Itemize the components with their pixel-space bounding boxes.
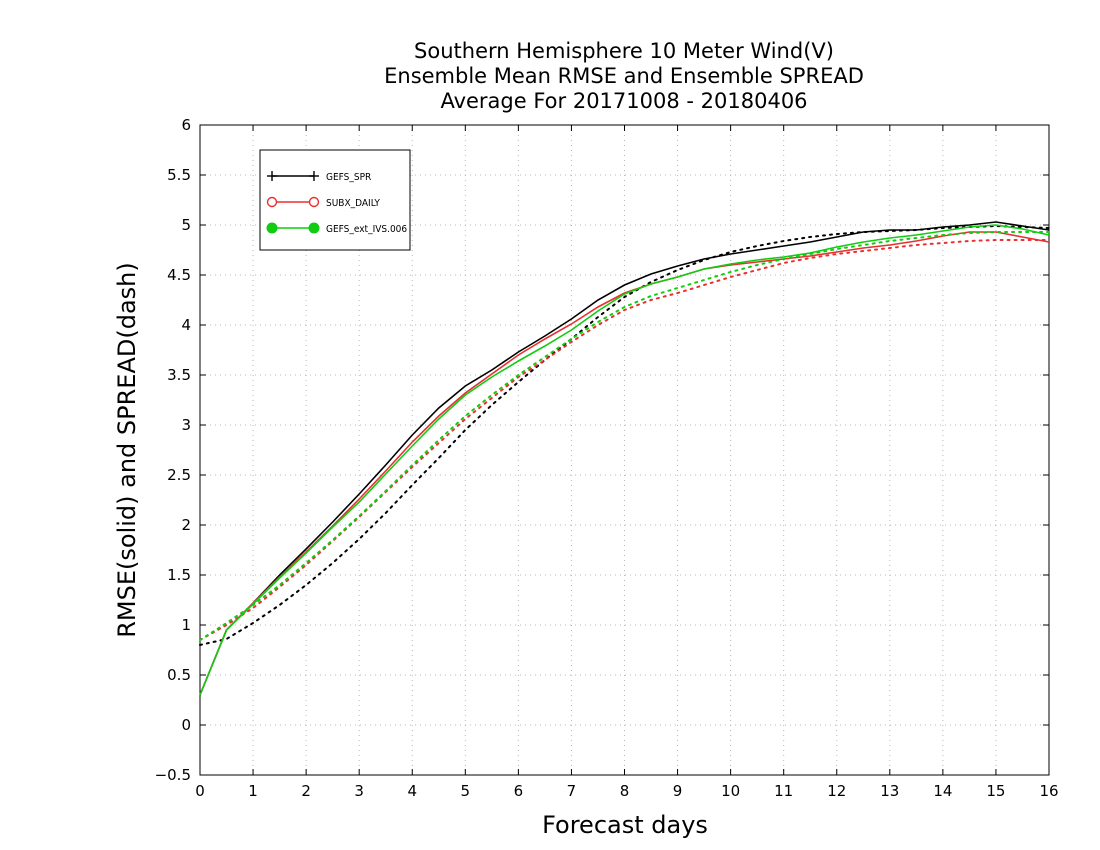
legend-marker <box>308 222 320 234</box>
series-SUBX_DAILY <box>199 231 1050 696</box>
y-tick-label: 0 <box>181 716 191 734</box>
grid <box>200 125 1049 775</box>
series-layer <box>199 221 1050 696</box>
x-tick-label: 8 <box>620 782 630 800</box>
legend-marker <box>266 196 278 208</box>
x-tick-label: 15 <box>986 782 1005 800</box>
rmse-line <box>199 231 1050 696</box>
title-line-1: Southern Hemisphere 10 Meter Wind(V) <box>414 39 834 63</box>
y-tick-label: 4 <box>181 316 191 334</box>
y-tick-label: 1.5 <box>167 566 191 584</box>
rmse-line <box>199 221 1050 696</box>
axes: 0 1 2 3 4 5 6 7 8 9 10 11 12 13 14 15 16−0.500.511.522.5… <box>155 116 1059 800</box>
x-tick-label: 6 <box>514 782 524 800</box>
x-tick-label: 2 <box>301 782 311 800</box>
legend-label: GEFS_SPR <box>326 172 371 183</box>
legend-marker <box>308 196 320 208</box>
legend-label: SUBX_DAILY <box>326 198 380 209</box>
y-tick-label: 5 <box>181 216 191 234</box>
rmse-line <box>199 224 1050 696</box>
spread-line <box>199 231 1050 641</box>
y-tick-label: 2.5 <box>167 466 191 484</box>
x-tick-label: 10 <box>721 782 740 800</box>
x-tick-label: 9 <box>673 782 683 800</box>
chart-title: Southern Hemisphere 10 Meter Wind(V) Ens… <box>384 39 864 113</box>
spread-line <box>199 239 1050 641</box>
legend-item: SUBX_DAILY <box>266 196 380 209</box>
x-tick-label: 13 <box>880 782 899 800</box>
series-GEFS_ext_IVS.006 <box>199 224 1050 696</box>
legend-label: GEFS_ext_IVS.006 <box>326 224 407 235</box>
y-tick-label: 5.5 <box>167 166 191 184</box>
y-tick-label: 1 <box>181 616 191 634</box>
y-axis-title: RMSE(solid) and SPREAD(dash) <box>113 262 141 638</box>
x-axis-title: Forecast days <box>542 811 708 839</box>
legend-marker <box>266 222 278 234</box>
x-tick-label: 14 <box>933 782 952 800</box>
y-tick-label: 6 <box>181 116 191 134</box>
y-tick-label: 3 <box>181 416 191 434</box>
x-tick-label: 12 <box>827 782 846 800</box>
title-line-2: Ensemble Mean RMSE and Ensemble SPREAD <box>384 64 864 88</box>
x-tick-label: 16 <box>1039 782 1058 800</box>
y-tick-label: −0.5 <box>155 766 191 784</box>
x-tick-label: 3 <box>354 782 364 800</box>
x-tick-label: 5 <box>461 782 471 800</box>
y-tick-label: 2 <box>181 516 191 534</box>
y-tick-label: 0.5 <box>167 666 191 684</box>
x-tick-label: 7 <box>567 782 577 800</box>
legend: GEFS_SPR SUBX_DAILY GEFS_ext_IVS.006 <box>259 149 411 251</box>
title-line-3: Average For 20171008 - 20180406 <box>440 89 807 113</box>
x-tick-label: 0 <box>195 782 205 800</box>
x-tick-label: 11 <box>774 782 793 800</box>
legend-item: GEFS_ext_IVS.006 <box>266 222 407 235</box>
legend-item: GEFS_SPR <box>267 171 371 183</box>
legend-box <box>259 149 411 251</box>
y-tick-label: 3.5 <box>167 366 191 384</box>
x-tick-label: 4 <box>407 782 417 800</box>
y-tick-label: 4.5 <box>167 266 191 284</box>
x-tick-label: 1 <box>248 782 258 800</box>
series-GEFS_SPR <box>199 221 1050 696</box>
